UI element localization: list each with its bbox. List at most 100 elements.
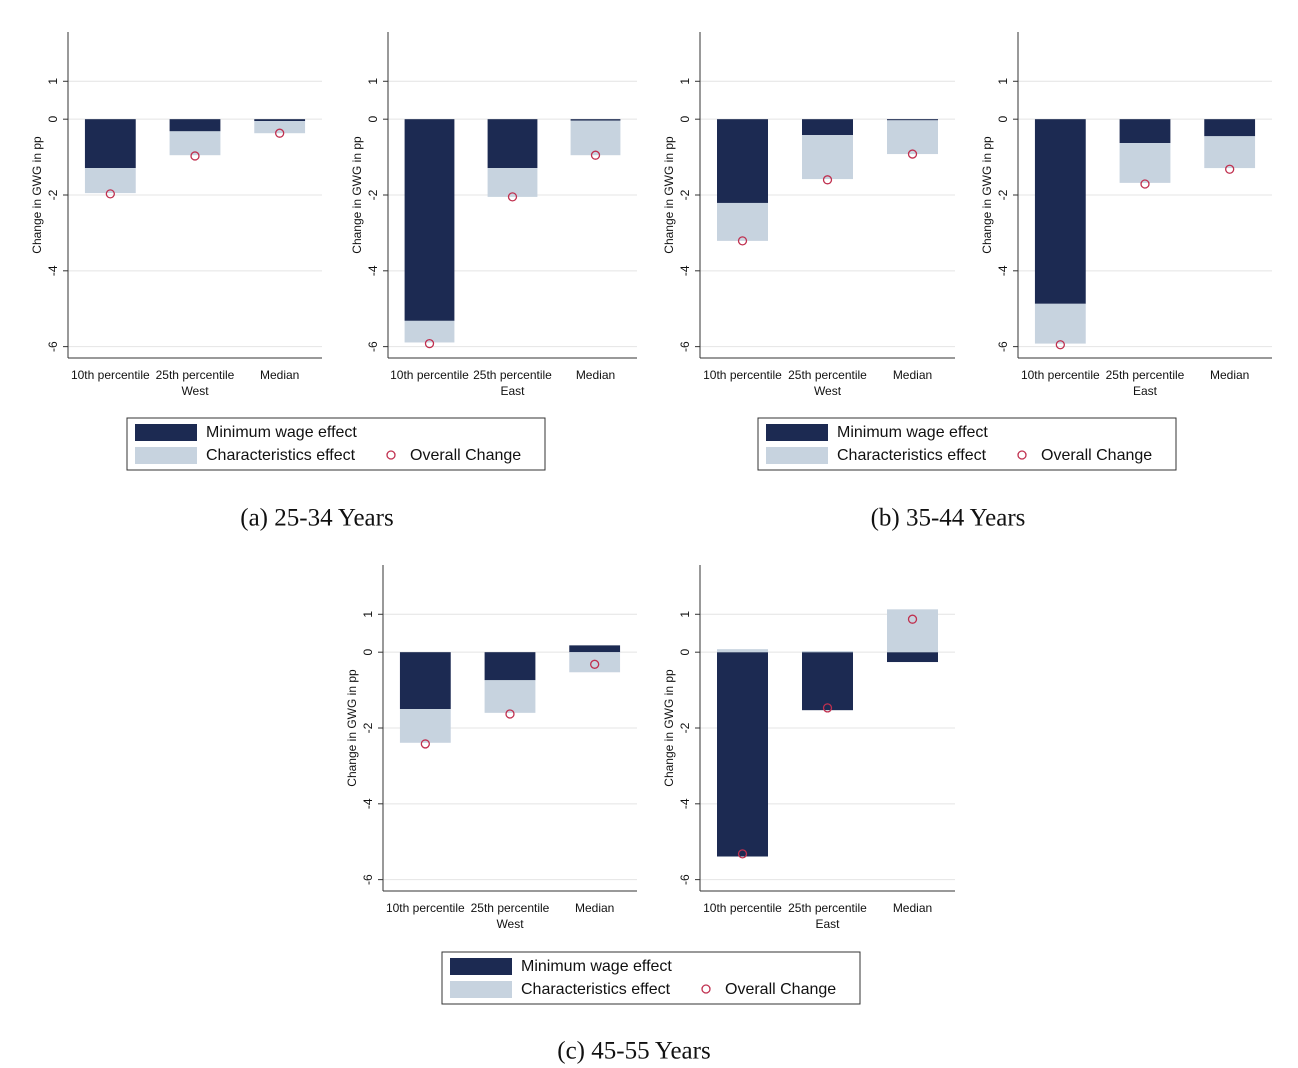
chart: -6 -4 -2 0 1 Change in GWG in pp West 10th perc… xyxy=(30,32,322,398)
bar xyxy=(404,119,455,321)
y-tick-label: 1 xyxy=(366,78,380,85)
x-tick-label: 10th percentile xyxy=(703,901,782,915)
bar xyxy=(1119,143,1171,183)
bar xyxy=(484,680,536,713)
overall-marker xyxy=(275,128,285,138)
overall-marker xyxy=(907,614,918,624)
y-tick-label: -4 xyxy=(361,798,375,809)
y-tick-label: 1 xyxy=(678,78,692,85)
y-tick-label: -6 xyxy=(678,341,692,352)
bar xyxy=(399,709,451,743)
bar xyxy=(887,652,938,663)
y-tick-label: -2 xyxy=(361,722,375,733)
bar xyxy=(487,168,538,197)
overall-marker xyxy=(822,175,833,185)
caption: (b) 35-44 Years xyxy=(871,505,1026,532)
bar xyxy=(487,119,538,169)
y-tick-label: -2 xyxy=(678,189,692,200)
legend: Minimum wage effect Characteristics effec… xyxy=(757,417,1177,471)
overall-marker xyxy=(190,151,200,161)
bar xyxy=(570,119,621,121)
bar xyxy=(887,120,938,155)
legend-marker xyxy=(1017,450,1027,460)
bar xyxy=(802,119,853,136)
x-tick-label: 10th percentile xyxy=(390,368,469,382)
bar xyxy=(717,119,768,203)
legend-label: Minimum wage effect xyxy=(206,424,357,441)
bar xyxy=(484,652,536,681)
overall-marker xyxy=(907,149,918,159)
legend-swatch xyxy=(766,424,828,441)
legend-label: Characteristics effect xyxy=(206,447,356,464)
y-axis-label: Change in GWG in pp xyxy=(30,136,44,254)
overall-marker xyxy=(822,703,833,713)
bar xyxy=(569,645,621,653)
y-tick-label: 0 xyxy=(678,116,692,123)
bar xyxy=(169,119,221,132)
y-tick-label: -6 xyxy=(361,874,375,885)
overall-marker xyxy=(105,189,115,199)
bar xyxy=(1204,136,1256,169)
bar xyxy=(1119,119,1171,144)
y-tick-label: 0 xyxy=(366,116,380,123)
y-tick-label: -2 xyxy=(366,189,380,200)
x-axis-label: West xyxy=(814,384,842,398)
bar xyxy=(254,119,306,122)
legend-label: Minimum wage effect xyxy=(837,424,988,441)
chart: -6 -4 -2 0 1 Change in GWG in pp West 10th perc… xyxy=(662,32,955,398)
bar xyxy=(802,651,853,653)
overall-marker xyxy=(1140,179,1150,189)
chart: -6 -4 -2 0 1 Change in GWG in pp East 10th perc… xyxy=(980,32,1272,398)
overall-marker xyxy=(424,338,435,349)
y-tick-label: -4 xyxy=(366,265,380,276)
y-tick-label: -4 xyxy=(46,265,60,276)
overall-marker xyxy=(507,192,518,202)
caption: (a) 25-34 Years xyxy=(240,505,393,532)
x-tick-label: 10th percentile xyxy=(703,368,782,382)
y-tick-label: -4 xyxy=(678,798,692,809)
x-tick-label: 25th percentile xyxy=(788,901,867,915)
y-tick-label: 0 xyxy=(361,649,375,656)
legend-swatch xyxy=(135,447,197,464)
y-tick-label: -6 xyxy=(996,341,1010,352)
legend-label: Characteristics effect xyxy=(521,981,671,998)
x-tick-label: 25th percentile xyxy=(156,368,235,382)
bar xyxy=(1204,119,1256,137)
x-tick-label: 25th percentile xyxy=(1106,368,1185,382)
x-axis-label: East xyxy=(815,917,840,931)
y-tick-label: -2 xyxy=(996,189,1010,200)
x-tick-label: 25th percentile xyxy=(473,368,552,382)
x-tick-label: Median xyxy=(575,901,614,915)
legend-marker xyxy=(701,984,711,994)
x-axis-label: West xyxy=(181,384,209,398)
x-axis-label: East xyxy=(1133,384,1158,398)
bar xyxy=(1034,303,1086,344)
x-tick-label: 10th percentile xyxy=(1021,368,1100,382)
x-tick-label: Median xyxy=(893,368,932,382)
overall-marker xyxy=(590,150,601,160)
y-tick-label: -4 xyxy=(996,265,1010,276)
overall-marker xyxy=(1055,340,1065,350)
bar xyxy=(887,119,938,121)
legend: Minimum wage effect Characteristics effec… xyxy=(126,417,546,471)
y-axis-label: Change in GWG in pp xyxy=(350,136,364,254)
overall-marker xyxy=(590,659,600,669)
bar xyxy=(84,168,136,194)
bar xyxy=(404,320,455,343)
bar xyxy=(169,131,221,156)
overall-marker xyxy=(1225,164,1235,174)
y-tick-label: 1 xyxy=(996,78,1010,85)
bar xyxy=(570,120,621,156)
y-tick-label: -6 xyxy=(678,874,692,885)
legend-label: Overall Change xyxy=(410,447,521,464)
bar xyxy=(802,652,853,711)
y-tick-label: 0 xyxy=(996,116,1010,123)
legend-label: Overall Change xyxy=(1041,447,1152,464)
x-tick-label: Median xyxy=(1210,368,1249,382)
x-tick-label: 25th percentile xyxy=(471,901,550,915)
y-tick-label: 1 xyxy=(46,78,60,85)
chart: -6 -4 -2 0 1 Change in GWG in pp West 10th perc… xyxy=(345,565,637,931)
caption: (c) 45-55 Years xyxy=(557,1038,710,1065)
x-tick-label: Median xyxy=(576,368,615,382)
